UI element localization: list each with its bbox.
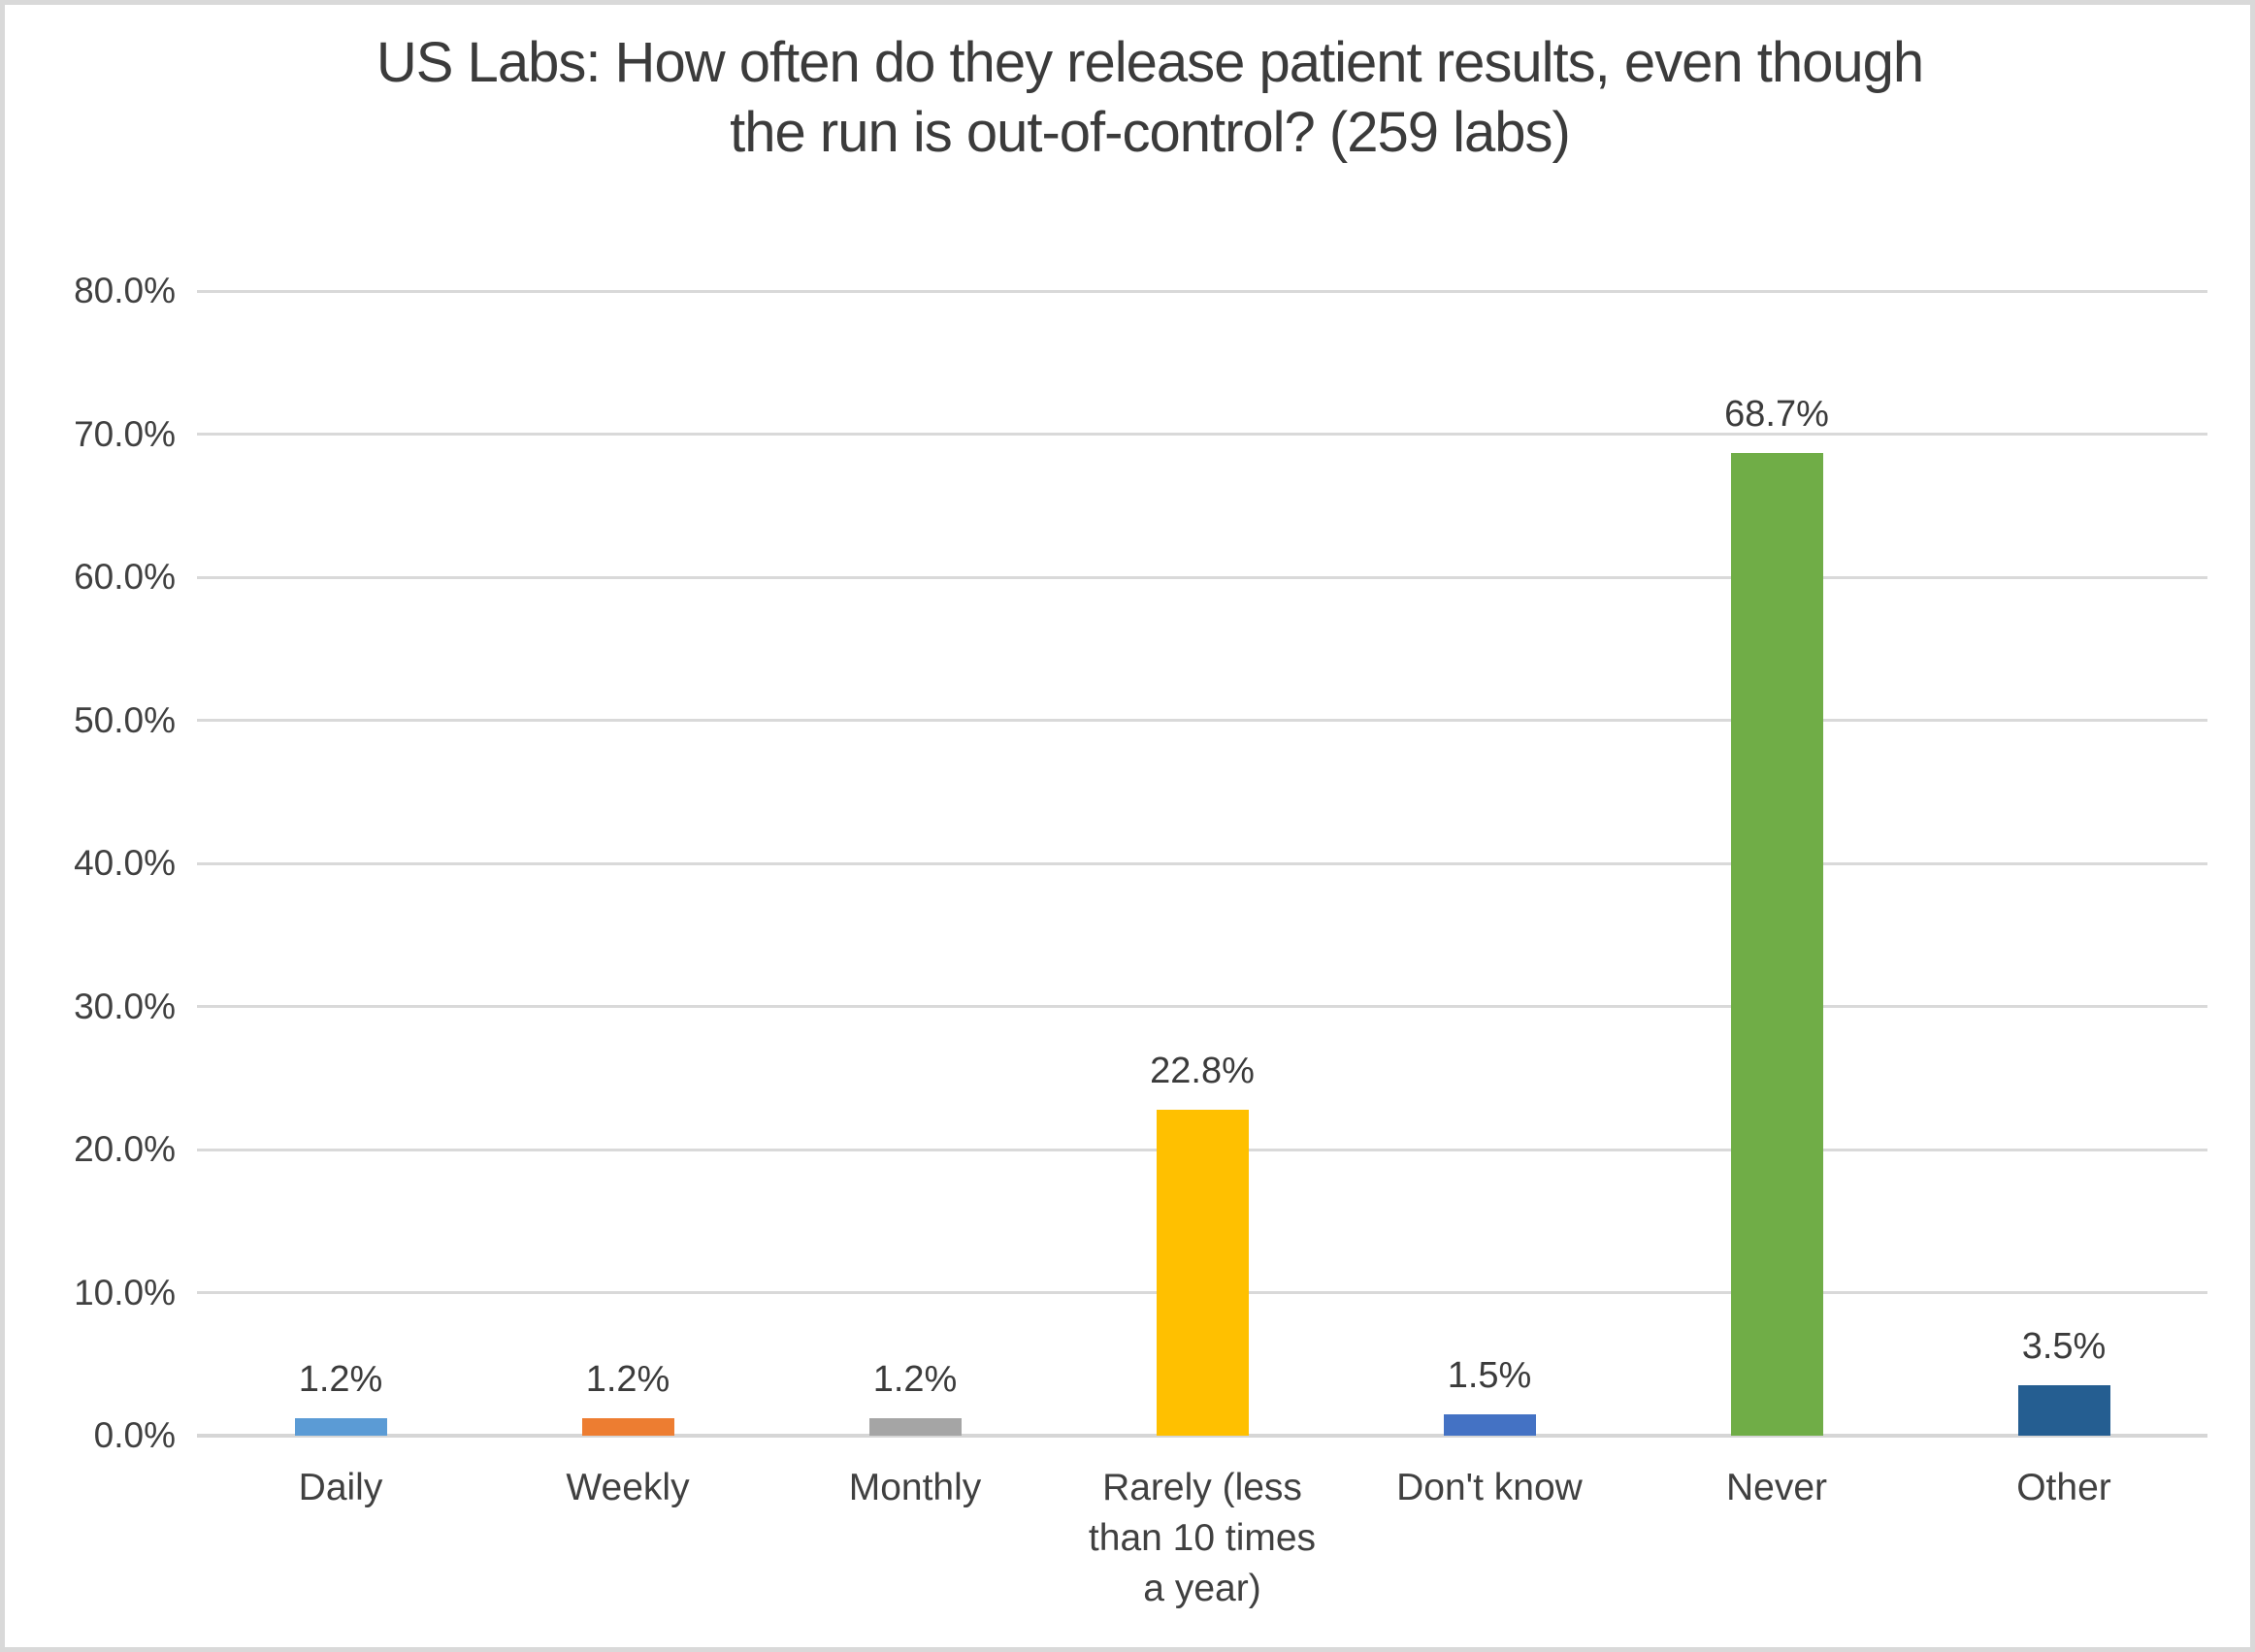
x-category-label: Never [1725,1467,1828,1508]
bar-monthly [868,1418,962,1436]
x-category-label: Daily [298,1467,383,1508]
bar-rarely-less-than-10-times-a-year [1156,1109,1249,1436]
y-tick-label: 10.0% [74,1272,176,1312]
x-axis-baseline [197,1434,2207,1438]
gridline [197,289,2207,293]
x-category-label: Weekly [566,1467,690,1508]
y-tick-label: 60.0% [74,557,176,597]
plot-area: 1.2% 1.2% 1.2% 22.8% 1.5% 68.7% 3.5% [197,289,2207,1438]
gridline [197,433,2207,436]
gridline [197,1005,2207,1008]
bar-don-t-know [1443,1413,1536,1436]
bar-daily [294,1418,387,1436]
y-tick-label: 50.0% [74,699,176,740]
x-category-label: Don't know [1396,1467,1583,1508]
data-label: 1.2% [585,1359,670,1401]
y-tick-label: 80.0% [74,271,176,310]
bar-weekly [581,1418,674,1436]
y-tick-label: 30.0% [74,986,176,1026]
data-label: 1.2% [872,1359,958,1401]
chart-title-text: US Labs: How often do they release patie… [376,31,1924,164]
bar-other [2017,1385,2110,1436]
bar-never [1730,452,1823,1436]
gridline [197,861,2207,865]
data-label: 1.2% [298,1359,383,1401]
gridline [197,719,2207,722]
x-category-label: Other [2016,1467,2111,1508]
data-label: 1.5% [1447,1354,1532,1396]
gridline [197,575,2207,579]
y-axis: 0.0% 10.0% 20.0% 30.0% 40.0% 50.0% 60.0% 70.0% 8… [5,5,176,1647]
y-tick-label: 70.0% [74,413,176,454]
data-label: 68.7% [1724,393,1829,435]
x-category-label: Rarely (less than 10 times a year) [1088,1467,1317,1609]
y-tick-label: 0.0% [93,1415,176,1455]
chart-title: US Labs: How often do they release patie… [170,28,2130,168]
y-tick-label: 40.0% [74,843,176,883]
data-label: 22.8% [1150,1050,1255,1091]
data-label: 3.5% [2021,1326,2107,1368]
y-tick-label: 20.0% [74,1129,176,1169]
x-category-label: Monthly [848,1467,982,1508]
